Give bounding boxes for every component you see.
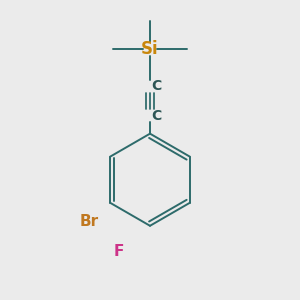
Text: C: C [152,109,162,123]
Text: Br: Br [80,214,99,230]
Text: Si: Si [141,40,159,58]
Text: C: C [152,79,162,93]
Text: F: F [114,244,124,259]
